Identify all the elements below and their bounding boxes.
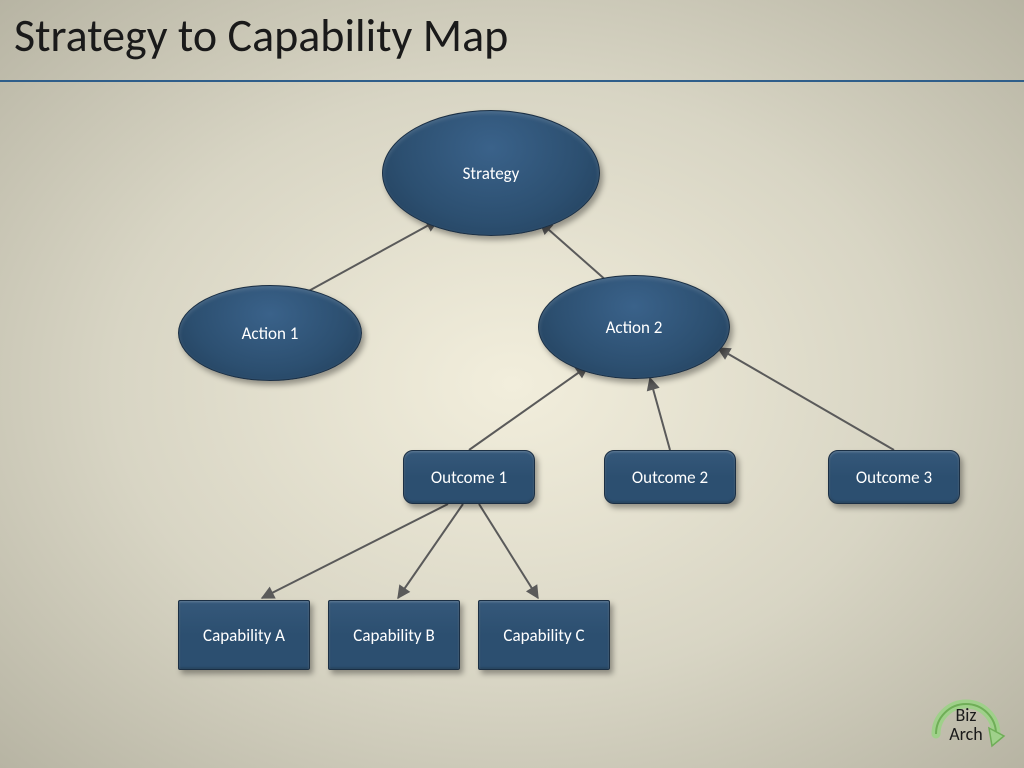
logo-text: Biz Arch: [926, 706, 1006, 744]
slide: Strategy to Capability Map StrategyActio…: [0, 0, 1024, 768]
edge-outcome3-action2: [718, 348, 894, 450]
edge-outcome2-action2: [650, 378, 670, 450]
logo-line2: Arch: [949, 723, 983, 745]
edge-action2-strategy: [540, 222, 608, 282]
title-rule: [0, 80, 1024, 82]
node-capA: Capability A: [178, 600, 310, 670]
node-action2: Action 2: [538, 275, 730, 379]
node-outcome1: Outcome 1: [403, 450, 535, 504]
node-outcome3: Outcome 3: [828, 450, 960, 504]
edge-outcome1-action2: [469, 366, 588, 450]
edge-outcome1-capA: [262, 504, 448, 598]
page-title: Strategy to Capability Map: [14, 8, 508, 64]
node-outcome2: Outcome 2: [604, 450, 736, 504]
node-action1: Action 1: [178, 285, 362, 381]
node-capB: Capability B: [328, 600, 460, 670]
edge-action1-strategy: [305, 220, 438, 293]
edge-outcome1-capB: [398, 504, 463, 598]
biz-arch-logo: Biz Arch: [926, 684, 1006, 754]
node-strategy: Strategy: [382, 110, 600, 236]
edge-outcome1-capC: [479, 504, 538, 598]
node-capC: Capability C: [478, 600, 610, 670]
